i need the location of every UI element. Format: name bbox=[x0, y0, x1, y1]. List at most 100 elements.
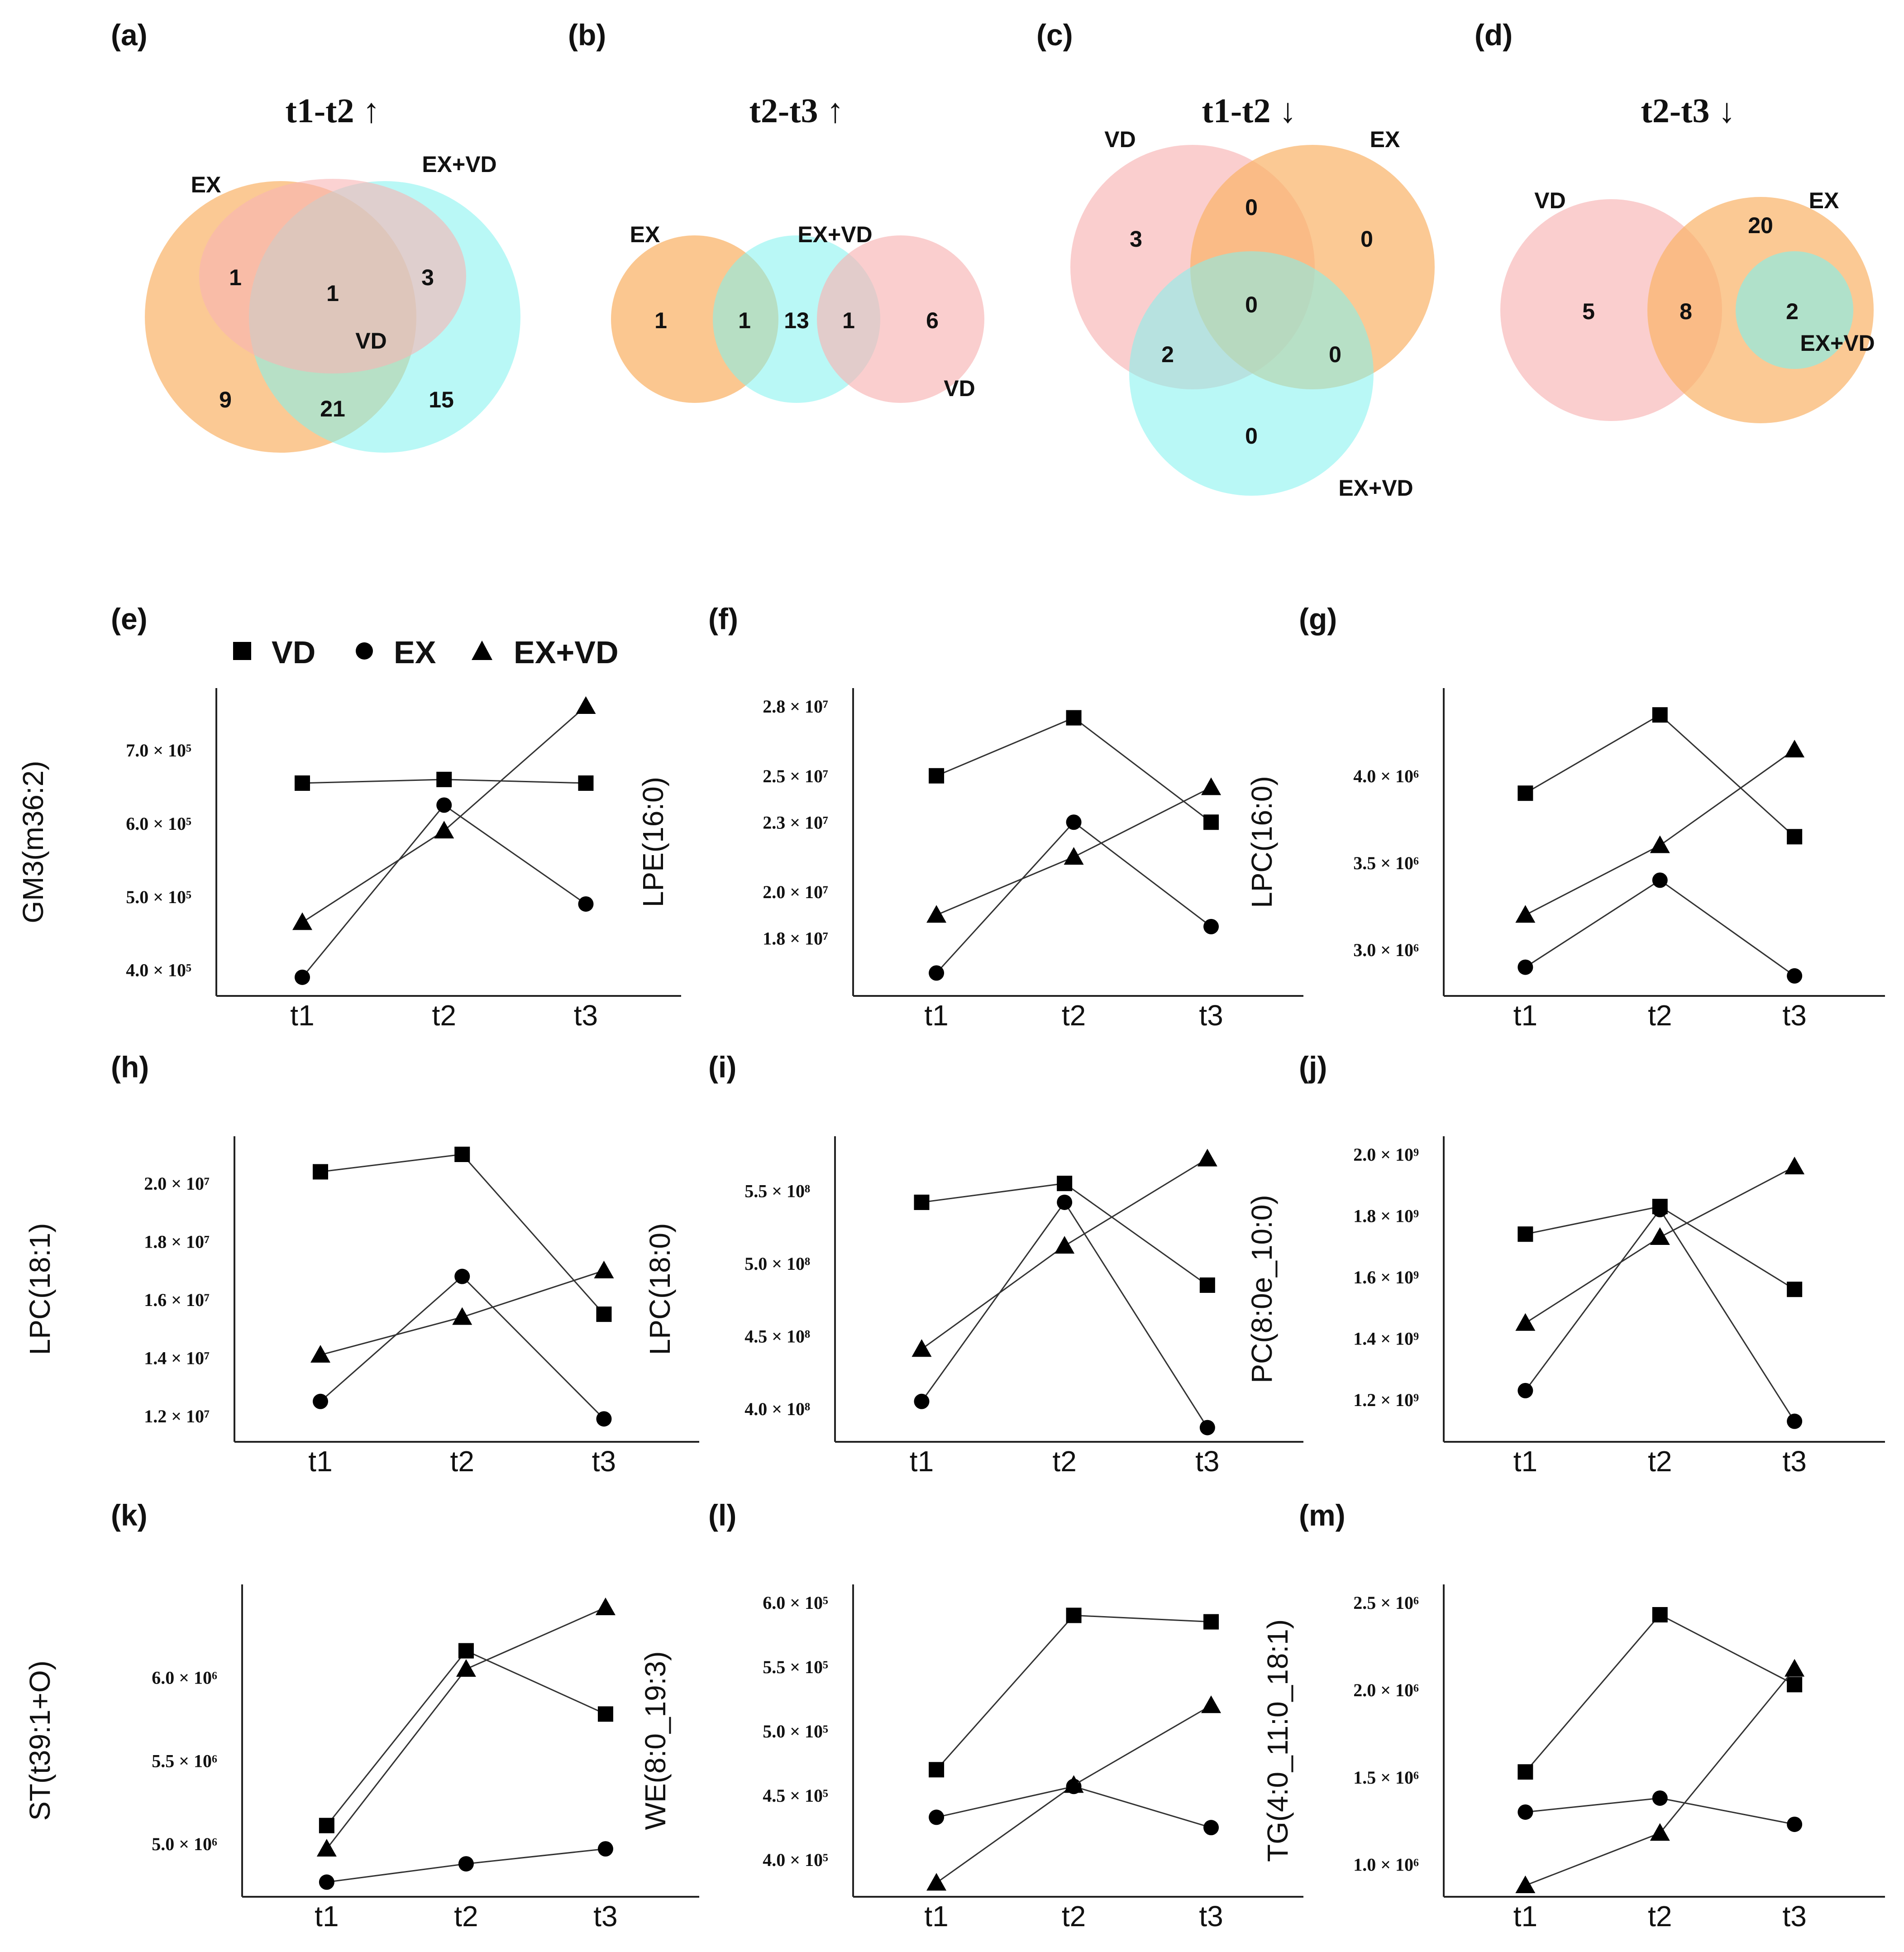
marker-k-vd-t1 bbox=[319, 1818, 334, 1833]
legend: VD EX EX+VD bbox=[233, 635, 619, 670]
marker-l-vd-t1 bbox=[929, 1762, 945, 1778]
x-tick-label-m-t3: t3 bbox=[1782, 1900, 1806, 1933]
panel-letter-d: (d) bbox=[1475, 18, 1513, 52]
marker-h-vd-t2 bbox=[454, 1147, 470, 1162]
marker-m-ex-t3 bbox=[1787, 1816, 1803, 1832]
marker-g-vd-t1 bbox=[1517, 785, 1533, 801]
venn-a-count-ex-vd: 1 bbox=[229, 265, 242, 290]
venn-a-count-ex-exvd: 21 bbox=[320, 396, 345, 421]
marker-m-exvd-t2 bbox=[1650, 1823, 1670, 1841]
venn-b-count-exvd-only: 13 bbox=[784, 308, 809, 333]
y-tick-label-k-1: 5.5 × 10⁶ bbox=[152, 1751, 217, 1771]
y-axis-label-j: PC(8:0e_10:0) bbox=[1245, 1195, 1278, 1383]
venn-b-count-ex-only: 1 bbox=[654, 308, 667, 333]
x-tick-label-g-t1: t1 bbox=[1513, 999, 1537, 1032]
y-tick-label-e-1: 5.0 × 10⁵ bbox=[126, 887, 191, 907]
marker-e-exvd-t1 bbox=[292, 912, 312, 930]
panel-letter-e: (e) bbox=[111, 602, 148, 636]
marker-i-ex-t1 bbox=[914, 1393, 930, 1409]
x-tick-label-e-t1: t1 bbox=[290, 999, 314, 1032]
y-tick-label-h-2: 1.6 × 10⁷ bbox=[144, 1290, 210, 1310]
marker-g-exvd-t3 bbox=[1785, 740, 1805, 758]
venn-d-label-vd: VD bbox=[1534, 188, 1565, 213]
venn-c-count-vd-ex: 0 bbox=[1245, 195, 1258, 220]
marker-e-vd-t2 bbox=[436, 771, 452, 787]
legend-ex-marker bbox=[356, 642, 373, 660]
marker-f-exvd-t3 bbox=[1201, 777, 1222, 795]
marker-f-vd-t2 bbox=[1066, 710, 1082, 726]
y-axis-label-i: LPC(18:0) bbox=[644, 1223, 676, 1355]
venn-b-label-vd: VD bbox=[944, 376, 975, 401]
marker-m-ex-t1 bbox=[1517, 1804, 1533, 1820]
venn-b-label-ex: EX bbox=[630, 222, 660, 247]
y-tick-label-l-4: 6.0 × 10⁵ bbox=[763, 1593, 828, 1613]
venn-d-count-vd-ex: 8 bbox=[1680, 299, 1692, 324]
venn-a-circle-vd bbox=[199, 179, 466, 373]
x-tick-label-l-t3: t3 bbox=[1199, 1900, 1223, 1933]
marker-j-ex-t2 bbox=[1652, 1202, 1668, 1217]
x-tick-label-h-t1: t1 bbox=[308, 1445, 332, 1478]
venn-a-count-vd-exvd: 3 bbox=[421, 265, 434, 290]
venn-b-count-ex-exvd: 1 bbox=[738, 308, 751, 333]
panel-letter-j: (j) bbox=[1299, 1050, 1327, 1084]
y-tick-label-j-4: 2.0 × 10⁹ bbox=[1353, 1144, 1419, 1165]
marker-i-exvd-t1 bbox=[911, 1339, 932, 1357]
venn-b-label-exvd: EX+VD bbox=[797, 222, 872, 247]
y-axis-label-h: LPC(18:1) bbox=[24, 1223, 56, 1355]
y-axis-label-l: WE(8:0_19:3) bbox=[639, 1651, 672, 1830]
venn-c-label-ex: EX bbox=[1370, 127, 1400, 152]
y-tick-label-m-0: 1.0 × 10⁶ bbox=[1353, 1855, 1419, 1875]
chart-f: (f) LPE(16:0) 1.8 × 10⁷ 2.0 × 10⁷ 2.3 × 10⁷ 2… bbox=[637, 602, 1303, 1032]
y-axis-label-f: LPE(16:0) bbox=[637, 777, 669, 907]
marker-e-ex-t3 bbox=[578, 896, 594, 912]
marker-m-vd-t3 bbox=[1787, 1677, 1803, 1693]
y-tick-label-f-3: 2.5 × 10⁷ bbox=[763, 766, 828, 786]
marker-j-ex-t3 bbox=[1787, 1413, 1803, 1429]
chart-l: (l) WE(8:0_19:3) 4.0 × 10⁵ 4.5 × 10⁵ 5.0 × 1… bbox=[639, 1498, 1303, 1933]
panel-letter-a: (a) bbox=[111, 18, 148, 52]
marker-l-exvd-t1 bbox=[926, 1873, 947, 1891]
y-tick-label-f-4: 2.8 × 10⁷ bbox=[763, 696, 828, 717]
venn-a-count-ex-only: 9 bbox=[219, 387, 232, 412]
venn-d-count-vd-only: 5 bbox=[1582, 299, 1595, 324]
x-tick-label-f-t3: t3 bbox=[1199, 999, 1223, 1032]
chart-e: (e) GM3(m36:2) 4.0 × 10⁵ 5.0 × 10⁵ 6.0 × 10⁵… bbox=[17, 602, 681, 1032]
marker-h-ex-t2 bbox=[454, 1268, 470, 1284]
x-tick-label-h-t2: t2 bbox=[450, 1445, 474, 1478]
x-tick-label-m-t1: t1 bbox=[1513, 1900, 1537, 1933]
marker-f-vd-t1 bbox=[929, 768, 945, 784]
venn-c-count-vd-exvd: 2 bbox=[1161, 342, 1174, 367]
marker-j-vd-t3 bbox=[1787, 1282, 1803, 1297]
marker-j-exvd-t2 bbox=[1650, 1227, 1670, 1245]
y-tick-label-e-2: 6.0 × 10⁵ bbox=[126, 813, 191, 834]
marker-g-exvd-t1 bbox=[1515, 905, 1536, 923]
marker-l-vd-t2 bbox=[1066, 1608, 1082, 1623]
chart-k: (k) ST(t39:1+O) 5.0 × 10⁶ 5.5 × 10⁶ 6.0 × 10… bbox=[24, 1498, 699, 1933]
marker-l-ex-t3 bbox=[1203, 1820, 1219, 1836]
chart-j: (j) PC(8:0e_10:0) 1.2 × 10⁹ 1.4 × 10⁹ 1.6 × … bbox=[1245, 1050, 1885, 1478]
y-tick-label-e-3: 7.0 × 10⁵ bbox=[126, 740, 191, 761]
x-tick-label-h-t3: t3 bbox=[592, 1445, 616, 1478]
y-tick-label-l-2: 5.0 × 10⁵ bbox=[763, 1721, 828, 1741]
marker-k-vd-t2 bbox=[458, 1643, 474, 1659]
venn-d-count-exvd: 2 bbox=[1786, 299, 1799, 324]
marker-k-ex-t2 bbox=[458, 1856, 474, 1872]
y-tick-label-l-1: 4.5 × 10⁵ bbox=[763, 1785, 828, 1806]
y-tick-label-g-0: 3.0 × 10⁶ bbox=[1353, 940, 1419, 960]
legend-exvd-marker bbox=[472, 641, 492, 660]
y-tick-label-m-2: 2.0 × 10⁶ bbox=[1353, 1680, 1419, 1700]
x-tick-label-k-t2: t2 bbox=[454, 1900, 478, 1933]
marker-e-exvd-t2 bbox=[434, 821, 454, 839]
x-tick-label-e-t3: t3 bbox=[574, 999, 598, 1032]
panel-letter-g: (g) bbox=[1299, 602, 1337, 636]
marker-g-ex-t1 bbox=[1517, 959, 1533, 975]
y-tick-label-f-0: 1.8 × 10⁷ bbox=[763, 928, 828, 949]
venn-a: (a) t1-t2 ↑ EX EX+VD VD 1 1 3 9 21 15 bbox=[111, 18, 520, 453]
marker-f-exvd-t2 bbox=[1064, 847, 1084, 865]
marker-k-vd-t3 bbox=[597, 1706, 613, 1722]
panel-letter-k: (k) bbox=[111, 1498, 148, 1532]
legend-vd-label: VD bbox=[272, 635, 315, 670]
x-tick-label-f-t1: t1 bbox=[924, 999, 948, 1032]
y-tick-label-f-2: 2.3 × 10⁷ bbox=[763, 812, 828, 832]
marker-h-exvd-t3 bbox=[594, 1260, 614, 1278]
